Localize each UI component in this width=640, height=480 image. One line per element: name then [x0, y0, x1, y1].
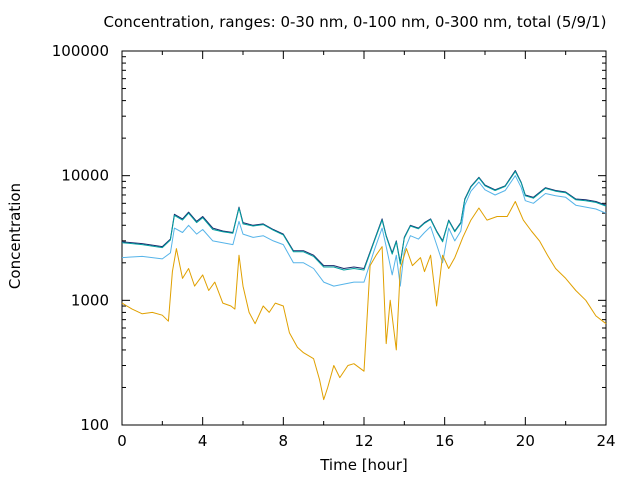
- y-tick-labels: 100 1000 10000 100000: [52, 42, 109, 434]
- y-tick-label: 1000: [71, 291, 109, 309]
- y-tick-label: 100000: [52, 42, 109, 60]
- x-tick-label: 20: [516, 432, 535, 450]
- x-tick-labels: 0 4 8 12 16 20 24: [117, 432, 615, 450]
- minor-ticks: [122, 51, 606, 425]
- y-tick-label: 100: [80, 416, 109, 434]
- x-tick-label: 0: [117, 432, 127, 450]
- x-axis-label: Time [hour]: [320, 456, 408, 474]
- x-tick-label: 16: [435, 432, 454, 450]
- series-line-4: [121, 201, 607, 401]
- major-ticks: [121, 50, 607, 426]
- x-tick-label: 12: [354, 432, 373, 450]
- x-tick-label: 8: [279, 432, 289, 450]
- series-layer: [121, 170, 607, 401]
- y-tick-label: 10000: [61, 167, 109, 185]
- y-axis-label: Concentration: [6, 182, 24, 290]
- chart-title: Concentration, ranges: 0-30 nm, 0-100 nm…: [103, 13, 607, 31]
- series-line-3: [121, 175, 607, 287]
- series-line-2: [121, 171, 607, 271]
- x-tick-label: 4: [198, 432, 208, 450]
- x-tick-label: 24: [596, 432, 615, 450]
